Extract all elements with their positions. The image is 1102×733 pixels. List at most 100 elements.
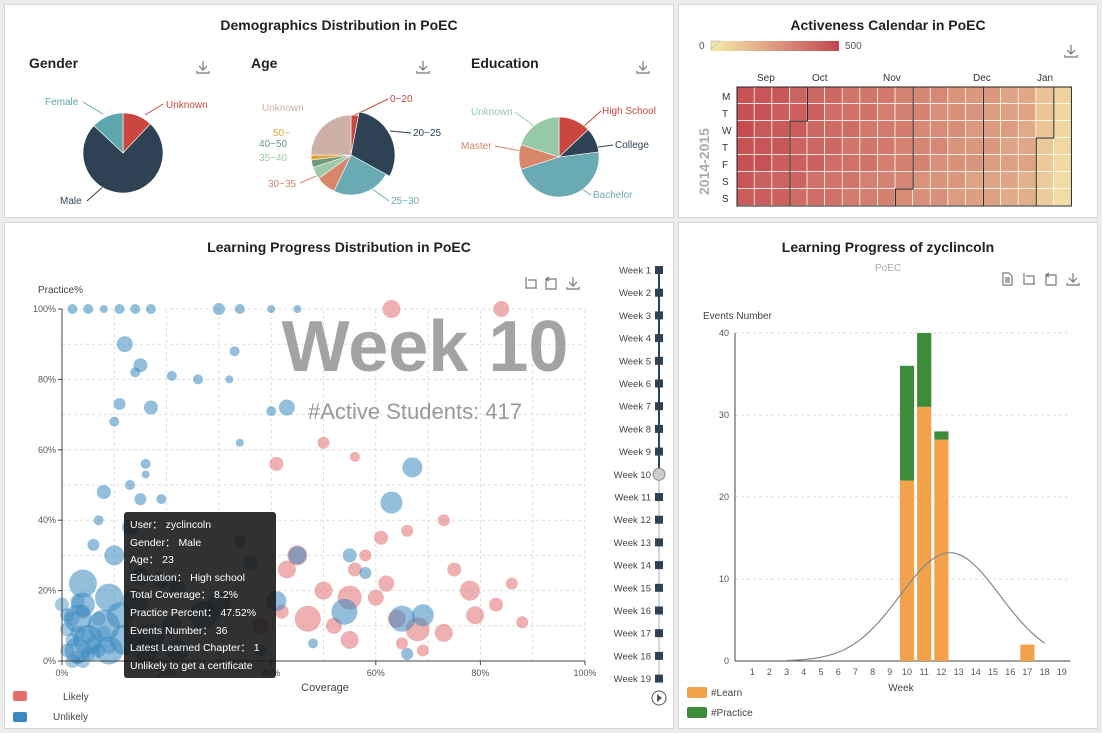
week-marker-current[interactable] xyxy=(652,467,666,481)
week-label[interactable]: Week 16 xyxy=(614,606,651,617)
calendar-day-cell[interactable] xyxy=(842,189,860,206)
legend-learn[interactable]: #Learn xyxy=(711,688,742,699)
scatter-point-unlikely[interactable] xyxy=(235,438,244,447)
scatter-point-unlikely[interactable] xyxy=(411,604,434,627)
scatter-point-unlikely[interactable] xyxy=(96,485,111,500)
calendar-day-cell[interactable] xyxy=(877,172,895,189)
calendar-day-cell[interactable] xyxy=(789,87,807,104)
scatter-point-unlikely[interactable] xyxy=(87,538,100,551)
gender-pie[interactable]: Female Unknown Male xyxy=(45,97,208,207)
scatter-point-unlikely[interactable] xyxy=(401,647,414,660)
calendar-day-cell[interactable] xyxy=(754,121,772,138)
play-button[interactable] xyxy=(651,690,667,706)
calendar-day-cell[interactable] xyxy=(754,189,772,206)
scatter-point-unlikely[interactable] xyxy=(113,398,126,411)
calendar-day-cell[interactable] xyxy=(948,104,965,121)
scatter-point-unlikely[interactable] xyxy=(293,305,302,313)
week-label[interactable]: Week 13 xyxy=(614,538,651,549)
scatter-point-unlikely[interactable] xyxy=(225,375,234,384)
calendar-day-cell[interactable] xyxy=(895,121,913,138)
week-marker[interactable] xyxy=(655,266,663,274)
calendar-day-cell[interactable] xyxy=(772,155,789,172)
calendar-day-cell[interactable] xyxy=(965,138,983,155)
calendar-day-cell[interactable] xyxy=(860,172,877,189)
calendar-day-cell[interactable] xyxy=(807,87,825,104)
calendar-day-cell[interactable] xyxy=(877,104,895,121)
scatter-point-unlikely[interactable] xyxy=(140,458,151,469)
calendar-day-cell[interactable] xyxy=(807,155,825,172)
calendar-day-cell[interactable] xyxy=(1036,155,1053,172)
scatter-point-likely[interactable] xyxy=(434,623,453,642)
legend-swatch-learn[interactable] xyxy=(687,687,707,698)
calendar-day-cell[interactable] xyxy=(1018,104,1036,121)
calendar-day-cell[interactable] xyxy=(983,138,1001,155)
calendar-day-cell[interactable] xyxy=(754,172,772,189)
legend-swatch-practice[interactable] xyxy=(687,707,707,718)
legend-likely[interactable]: Likely xyxy=(63,692,89,703)
scatter-point-likely[interactable] xyxy=(314,581,333,600)
pie-slice[interactable] xyxy=(520,116,560,158)
calendar-day-cell[interactable] xyxy=(965,104,983,121)
scatter-point-unlikely[interactable] xyxy=(95,636,124,665)
calendar-day-cell[interactable] xyxy=(1018,87,1036,104)
zoom-reset-icon[interactable] xyxy=(543,275,559,291)
bar-learn[interactable] xyxy=(899,480,915,661)
calendar-day-cell[interactable] xyxy=(965,155,983,172)
calendar-day-cell[interactable] xyxy=(754,87,772,104)
calendar-day-cell[interactable] xyxy=(948,138,965,155)
calendar-day-cell[interactable] xyxy=(772,138,789,155)
calendar-day-cell[interactable] xyxy=(1036,87,1053,104)
calendar-day-cell[interactable] xyxy=(789,155,807,172)
calendar-day-cell[interactable] xyxy=(983,121,1001,138)
calendar-day-cell[interactable] xyxy=(737,172,754,189)
calendar-day-cell[interactable] xyxy=(754,138,772,155)
week-timeline[interactable]: Week 1 Week 2 Week 3 Week 4 Week 5 Week 6 Week… xyxy=(614,266,666,686)
scatter-point-likely[interactable] xyxy=(401,524,414,537)
calendar-day-cell[interactable] xyxy=(1036,138,1053,155)
pie-slice[interactable] xyxy=(333,154,387,196)
scatter-point-unlikely[interactable] xyxy=(166,370,177,381)
scatter-point-unlikely[interactable] xyxy=(266,406,277,417)
calendar-day-cell[interactable] xyxy=(807,121,825,138)
calendar-day-cell[interactable] xyxy=(737,87,754,104)
week-marker[interactable] xyxy=(655,356,663,365)
calendar-day-cell[interactable] xyxy=(930,138,948,155)
calendar-day-cell[interactable] xyxy=(807,138,825,155)
week-marker[interactable] xyxy=(655,447,663,456)
scatter-point-unlikely[interactable] xyxy=(70,592,95,617)
week-marker[interactable] xyxy=(655,493,663,501)
week-label[interactable]: Week 14 xyxy=(614,561,651,572)
calendar-day-cell[interactable] xyxy=(877,138,895,155)
scatter-point-unlikely[interactable] xyxy=(380,491,403,514)
pie-slice[interactable] xyxy=(350,111,396,177)
scatter-point-likely[interactable] xyxy=(359,549,372,562)
scatter-point-likely[interactable] xyxy=(347,562,362,577)
scale-handle-max[interactable] xyxy=(830,41,839,50)
calendar-day-cell[interactable] xyxy=(860,121,877,138)
calendar-day-cell[interactable] xyxy=(895,189,913,206)
week-label[interactable]: Week 15 xyxy=(614,583,651,594)
calendar-day-cell[interactable] xyxy=(965,172,983,189)
scatter-point-unlikely[interactable] xyxy=(114,304,125,314)
week-label[interactable]: Week 8 xyxy=(619,424,651,435)
week-marker[interactable] xyxy=(655,561,663,570)
week-label[interactable]: Week 6 xyxy=(619,379,651,390)
week-marker[interactable] xyxy=(655,538,663,547)
week-marker[interactable] xyxy=(655,629,663,638)
scatter-point-unlikely[interactable] xyxy=(109,416,120,427)
zoom-reset-icon[interactable] xyxy=(1043,271,1059,287)
pie-gender[interactable] xyxy=(82,112,164,194)
pie-slice[interactable] xyxy=(82,123,164,194)
calendar-day-cell[interactable] xyxy=(877,155,895,172)
calendar-day-cell[interactable] xyxy=(965,189,983,206)
scatter-point-unlikely[interactable] xyxy=(308,638,319,649)
calendar-day-cell[interactable] xyxy=(930,121,948,138)
calendar-day-cell[interactable] xyxy=(1036,172,1053,189)
scatter-point-likely[interactable] xyxy=(395,637,408,650)
legend-unlikely[interactable]: Unlikely xyxy=(53,712,88,723)
calendar-day-cell[interactable] xyxy=(983,155,1001,172)
scatter-point-unlikely[interactable] xyxy=(130,304,141,314)
calendar-day-cell[interactable] xyxy=(1018,121,1036,138)
data-view-icon[interactable] xyxy=(999,271,1015,287)
calendar-day-cell[interactable] xyxy=(1018,138,1036,155)
